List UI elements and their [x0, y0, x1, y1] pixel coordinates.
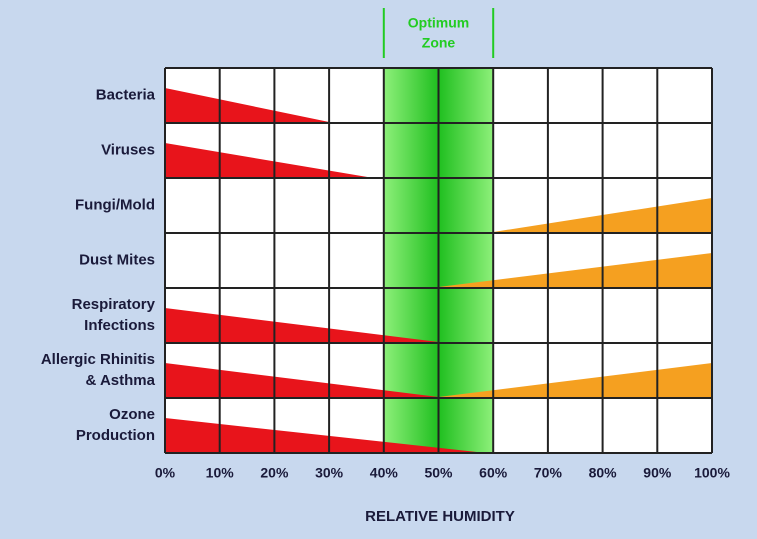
x-tick-label: 70% [534, 465, 563, 481]
x-tick-label: 60% [479, 465, 508, 481]
x-tick-label: 100% [694, 465, 730, 481]
row-label: Viruses [101, 141, 155, 158]
low-risk-wedge [165, 143, 368, 177]
high-risk-wedge [438, 363, 712, 397]
row-label: Bacteria [96, 86, 156, 103]
x-tick-label: 80% [589, 465, 618, 481]
low-risk-wedge [165, 88, 330, 122]
x-tick-label: 10% [206, 465, 235, 481]
low-risk-wedge [165, 363, 439, 397]
x-tick-label: 30% [315, 465, 344, 481]
row-label: & Asthma [86, 372, 156, 389]
low-risk-wedge [165, 308, 439, 342]
row-label: Respiratory [72, 296, 156, 313]
row-label: Production [76, 427, 155, 444]
row-label: Fungi/Mold [75, 196, 155, 213]
row-label: Dust Mites [79, 251, 155, 268]
zone-label: Optimum [408, 15, 469, 31]
x-tick-label: 50% [424, 465, 453, 481]
row-label: Infections [84, 317, 155, 334]
x-tick-label: 40% [370, 465, 399, 481]
x-axis-label: RELATIVE HUMIDITY [365, 508, 515, 525]
x-tick-label: 90% [643, 465, 672, 481]
high-risk-wedge [438, 253, 712, 287]
x-tick-label: 20% [260, 465, 289, 481]
low-risk-wedge [165, 418, 477, 452]
zone-label: Zone [422, 35, 456, 51]
row-label: Ozone [109, 406, 155, 423]
x-tick-label: 0% [155, 465, 176, 481]
row-label: Allergic Rhinitis [41, 351, 155, 368]
